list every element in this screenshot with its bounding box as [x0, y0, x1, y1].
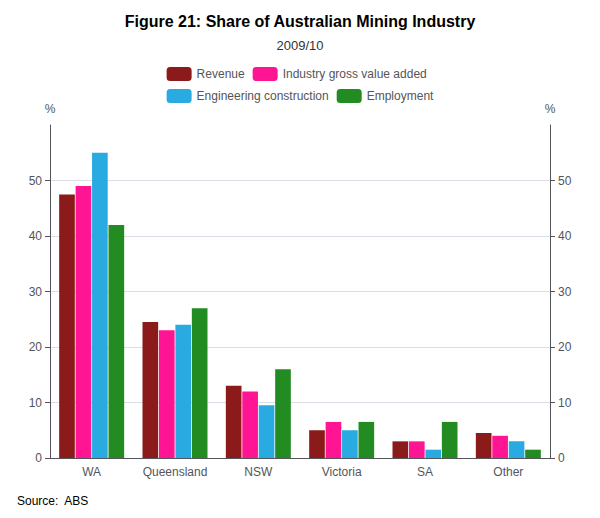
svg-text:Industry gross value added: Industry gross value added [283, 67, 427, 81]
svg-text:50: 50 [558, 174, 572, 188]
svg-text:Employment: Employment [367, 89, 434, 103]
svg-text:0: 0 [558, 451, 565, 465]
svg-text:0: 0 [35, 451, 42, 465]
svg-text:30: 30 [558, 285, 572, 299]
svg-text:Figure 21: Share of Australian: Figure 21: Share of Australian Mining In… [125, 13, 476, 30]
svg-text:SA: SA [417, 465, 433, 479]
svg-text:20: 20 [558, 340, 572, 354]
svg-text:%: % [45, 102, 56, 116]
svg-text:Queensland: Queensland [143, 465, 208, 479]
svg-text:Revenue: Revenue [197, 67, 245, 81]
svg-text:Source: ABS: Source: ABS [17, 494, 88, 508]
svg-text:20: 20 [29, 340, 43, 354]
svg-text:%: % [545, 102, 556, 116]
svg-text:Engineering construction: Engineering construction [197, 89, 329, 103]
svg-text:WA: WA [82, 465, 101, 479]
svg-text:50: 50 [29, 174, 43, 188]
svg-text:Victoria: Victoria [322, 465, 362, 479]
svg-text:2009/10: 2009/10 [277, 38, 324, 53]
svg-text:30: 30 [29, 285, 43, 299]
svg-text:40: 40 [29, 229, 43, 243]
svg-text:40: 40 [558, 229, 572, 243]
svg-text:Other: Other [493, 465, 523, 479]
svg-text:NSW: NSW [244, 465, 273, 479]
svg-text:10: 10 [29, 396, 43, 410]
svg-text:10: 10 [558, 396, 572, 410]
